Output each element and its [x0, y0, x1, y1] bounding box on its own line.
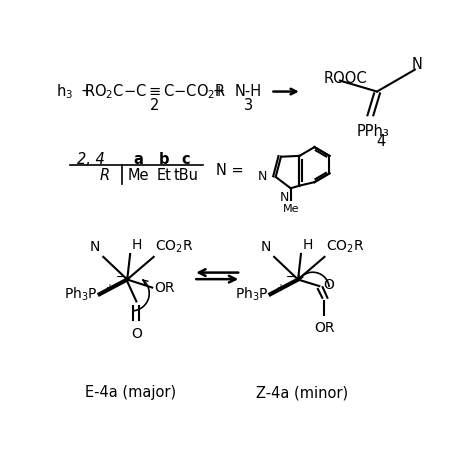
Text: CO$_2$R: CO$_2$R — [326, 239, 365, 255]
Text: OR: OR — [154, 281, 174, 294]
Text: Ph$_3$P: Ph$_3$P — [64, 285, 98, 303]
Text: 2, 4: 2, 4 — [77, 152, 104, 166]
Text: 3: 3 — [244, 98, 253, 112]
Text: N: N — [258, 170, 268, 183]
Text: N-H: N-H — [235, 84, 262, 99]
Text: N =: N = — [216, 163, 244, 178]
Text: N: N — [261, 240, 271, 254]
Text: ROOC: ROOC — [324, 71, 367, 86]
Text: PPh₃: PPh₃ — [357, 124, 390, 139]
Text: 2: 2 — [150, 98, 159, 112]
Text: O: O — [324, 278, 335, 292]
Text: +: + — [276, 283, 283, 292]
Text: +: + — [213, 84, 225, 99]
Text: CO$_2$R: CO$_2$R — [155, 239, 194, 255]
Text: E-4a (major): E-4a (major) — [85, 385, 176, 400]
Text: OR: OR — [314, 321, 335, 335]
Text: −: − — [115, 271, 126, 284]
Text: N: N — [90, 240, 100, 254]
Text: +: + — [105, 283, 113, 292]
Text: Z-4a (minor): Z-4a (minor) — [255, 385, 348, 400]
Text: 4: 4 — [376, 134, 385, 149]
Text: O: O — [131, 327, 142, 341]
Text: −: − — [286, 271, 297, 284]
Text: tBu: tBu — [173, 168, 199, 183]
Text: h$_3$: h$_3$ — [55, 82, 73, 101]
Text: a: a — [133, 152, 143, 166]
Text: H: H — [303, 238, 313, 252]
Text: H: H — [132, 238, 142, 252]
Text: N: N — [412, 57, 423, 72]
Text: c: c — [182, 152, 190, 166]
Text: Et: Et — [156, 168, 172, 183]
Text: b: b — [159, 152, 169, 166]
Text: Me: Me — [128, 168, 149, 183]
Text: R: R — [100, 168, 110, 183]
Text: N: N — [280, 191, 289, 204]
Text: Ph$_3$P: Ph$_3$P — [235, 285, 269, 303]
Text: Me: Me — [283, 204, 299, 214]
Text: RO$_2$C$-$C$\equiv$C$-$CO$_2$R: RO$_2$C$-$C$\equiv$C$-$CO$_2$R — [83, 82, 226, 101]
Text: +: + — [81, 84, 93, 99]
